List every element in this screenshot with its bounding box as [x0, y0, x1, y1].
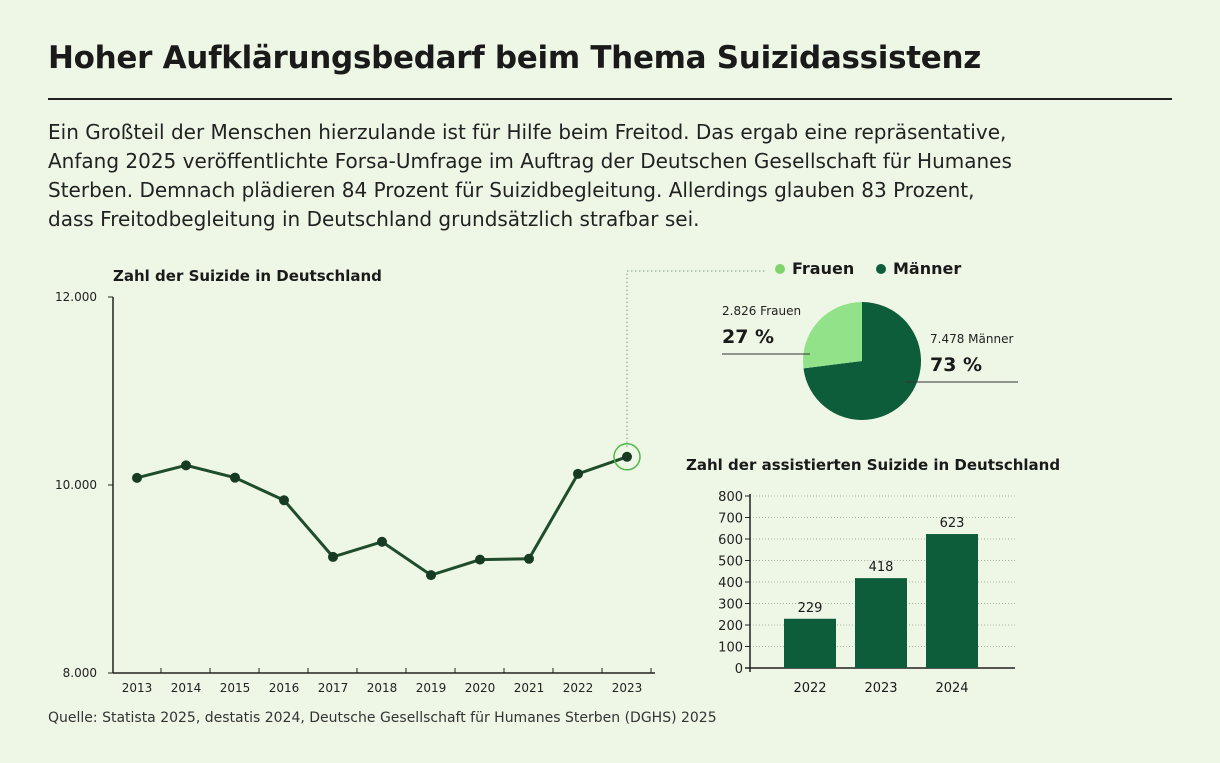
source-note: Quelle: Statista 2025, destatis 2024, De…	[48, 710, 717, 726]
bar-y-tick-label: 800	[718, 490, 743, 505]
bar-y-tick-label: 0	[735, 662, 743, 677]
line-x-tick-label: 2022	[563, 681, 594, 695]
bar-y-tick-label: 500	[718, 555, 743, 570]
line-point	[181, 460, 191, 471]
line-x-tick-label: 2016	[269, 681, 300, 695]
pie-chart: 2.826 Frauen 27 % 7.478 Männer 73 %	[722, 302, 1018, 421]
bar-y-tick-label: 100	[718, 641, 743, 656]
line-x-tick-label: 2019	[416, 681, 447, 695]
bar-chart-title: Zahl der assistierten Suizide in Deutsch…	[686, 456, 1060, 474]
bar-x-tick-label: 2024	[935, 681, 968, 696]
bar-value-label: 229	[798, 601, 823, 616]
pie-count-maenner: 7.478 Männer	[930, 332, 1013, 346]
title-divider	[48, 98, 1172, 100]
bar	[855, 578, 907, 668]
intro-line: dass Freitodbegleitung in Deutschland gr…	[48, 207, 700, 231]
line-y-tick-label: 10.000	[55, 478, 97, 492]
line-point	[230, 472, 240, 483]
intro-text: Ein Großteil der Menschen hierzulande is…	[48, 118, 1172, 234]
line-y-tick-label: 8.000	[63, 666, 97, 680]
intro-line: Anfang 2025 veröffentlichte Forsa-Umfrag…	[48, 149, 1012, 173]
pie-count-frauen: 2.826 Frauen	[722, 304, 801, 318]
bar-y-tick-label: 300	[718, 598, 743, 613]
bar-x-tick-label: 2023	[864, 681, 897, 696]
line-x-tick-label: 2021	[514, 681, 545, 695]
line-point	[279, 495, 289, 506]
line-y-tick-label: 12.000	[55, 290, 97, 304]
intro-line: Sterben. Demnach plädieren 84 Prozent fü…	[48, 178, 975, 202]
line-x-tick-label: 2014	[171, 681, 202, 695]
legend-swatch-maenner	[876, 264, 886, 274]
line-point	[132, 472, 142, 483]
highlight-connector	[626, 270, 765, 447]
pie-slice-maenner	[803, 302, 921, 421]
line-x-tick-label: 2013	[122, 681, 153, 695]
pie-pct-frauen: 27 %	[722, 326, 774, 348]
line-x-tick-label: 2023	[612, 681, 643, 695]
pie-pct-maenner: 73 %	[930, 354, 982, 376]
legend-swatch-frauen	[775, 264, 785, 274]
bar-x-tick-label: 2022	[793, 681, 826, 696]
bar	[784, 618, 836, 668]
bar-chart: 0 100 200 300 400 500 600 700 800 229 2022 418 2023 6…	[718, 490, 1015, 696]
legend-label-frauen: Frauen	[792, 259, 854, 278]
line-x-tick-label: 2018	[367, 681, 398, 695]
page-title: Hoher Aufklärungsbedarf beim Thema Suizi…	[48, 40, 982, 76]
bar-y-tick-label: 600	[718, 533, 743, 548]
intro-line: Ein Großteil der Menschen hierzulande is…	[48, 120, 1007, 144]
bar-y-tick-label: 700	[718, 512, 743, 527]
bar-value-label: 623	[940, 516, 965, 531]
bar-y-tick-label: 400	[718, 576, 743, 591]
line-point	[475, 554, 485, 565]
line-chart-title: Zahl der Suizide in Deutschland	[113, 267, 382, 285]
line-point	[622, 451, 632, 462]
line-point	[377, 536, 387, 547]
line-x-tick-label: 2017	[318, 681, 349, 695]
legend-label-maenner: Männer	[893, 259, 961, 278]
line-series	[136, 455, 628, 577]
line-x-tick-label: 2020	[465, 681, 496, 695]
line-point	[328, 551, 338, 562]
pie-legend: Frauen Männer	[775, 259, 961, 278]
pie-slice-frauen	[803, 302, 862, 369]
bar-value-label: 418	[869, 560, 894, 575]
line-x-tick-label: 2015	[220, 681, 251, 695]
bar-y-tick-label: 200	[718, 619, 743, 634]
line-chart: 8.000 10.000 12.000 2013 2014 2015 2016 2017 201…	[55, 290, 655, 695]
bar	[926, 534, 978, 668]
line-point	[426, 570, 436, 581]
line-point	[524, 553, 534, 564]
line-highlight-ring	[613, 443, 641, 471]
line-point	[573, 468, 583, 479]
